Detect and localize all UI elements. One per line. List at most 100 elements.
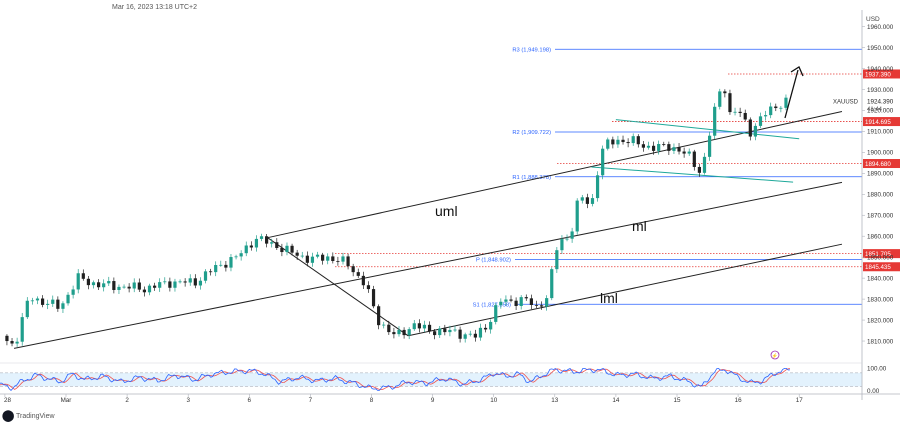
stoch-k-line bbox=[0, 367, 791, 391]
stochastic-panel: 100.00 0.00 ⚡ bbox=[0, 350, 887, 395]
pivot-label-p: P (1,848.902) bbox=[476, 258, 511, 264]
candle-body bbox=[290, 245, 294, 253]
y-tick-label: 1860.000 bbox=[867, 234, 894, 241]
candle-body bbox=[499, 301, 503, 306]
tradingview-logo: ⬤ TradingView bbox=[2, 410, 55, 422]
candle-body bbox=[702, 156, 707, 173]
candle-body bbox=[677, 147, 681, 152]
x-tick-label: 8 bbox=[370, 397, 374, 404]
candle-body bbox=[392, 332, 396, 335]
candle-body bbox=[422, 324, 427, 329]
candle-body bbox=[473, 333, 477, 338]
candle-body bbox=[733, 111, 737, 113]
axes: USD 1810.000 1820.000 1830.000 1840.000 1850.… bbox=[0, 10, 900, 404]
candle-body bbox=[468, 333, 472, 335]
candle-body bbox=[30, 300, 34, 302]
candle-body bbox=[366, 285, 371, 290]
candle-body bbox=[361, 275, 365, 286]
x-tick-label: 10 bbox=[490, 397, 498, 404]
candle-body bbox=[147, 285, 152, 293]
candle-body bbox=[265, 236, 269, 244]
candle-body bbox=[86, 278, 91, 286]
flag-line-upper-flag bbox=[615, 119, 800, 140]
candle-body bbox=[763, 115, 768, 117]
candle-body bbox=[107, 281, 111, 284]
flag-line-lower-flag bbox=[591, 166, 794, 183]
candle-body bbox=[621, 139, 625, 143]
candle-body bbox=[738, 111, 742, 113]
candle-body bbox=[636, 136, 640, 145]
x-tick-label: 3 bbox=[186, 397, 190, 404]
candle-body bbox=[509, 299, 513, 301]
candle-body bbox=[443, 328, 447, 333]
candle-body bbox=[514, 300, 518, 306]
candle-body bbox=[158, 282, 162, 288]
y-tick-label: 1910.000 bbox=[867, 129, 894, 136]
candle-body bbox=[270, 242, 274, 244]
candle-body bbox=[407, 329, 411, 336]
candle-body bbox=[494, 305, 498, 322]
candle-body bbox=[224, 264, 228, 268]
projection-arrow-head bbox=[790, 66, 804, 77]
candle-body bbox=[784, 97, 788, 108]
candle-body bbox=[51, 299, 55, 304]
pivot-label-r3: R3 (1,949.198) bbox=[512, 47, 551, 53]
candle-body bbox=[300, 255, 304, 257]
candle-body bbox=[748, 119, 752, 137]
x-tick-label: 9 bbox=[431, 397, 435, 404]
candle-body bbox=[137, 282, 141, 290]
candle-body bbox=[183, 281, 187, 283]
candle-body bbox=[529, 298, 533, 305]
candle-body bbox=[427, 324, 432, 332]
trend-line-lml bbox=[408, 243, 843, 337]
candle-body bbox=[61, 303, 65, 309]
y-tick-label: 1830.000 bbox=[867, 296, 894, 303]
trend-label-lml: lml bbox=[600, 290, 618, 306]
candle-body bbox=[463, 334, 467, 339]
candle-body bbox=[478, 327, 483, 338]
candle-body bbox=[723, 91, 727, 94]
candle-body bbox=[280, 247, 284, 253]
candle-body bbox=[336, 260, 340, 262]
candle-body bbox=[259, 236, 264, 239]
x-tick-label: 7 bbox=[309, 397, 313, 404]
alert-bolt-icon: ⚡ bbox=[772, 352, 778, 359]
candle-body bbox=[310, 256, 315, 263]
candle-body bbox=[728, 93, 732, 113]
candle-body bbox=[249, 245, 253, 248]
candle-body bbox=[214, 265, 218, 273]
resistance-badge-label: 1894.680 bbox=[865, 161, 891, 168]
candle-body bbox=[178, 281, 182, 283]
candle-body bbox=[387, 324, 391, 333]
current-price-label: 1924.390 bbox=[867, 99, 894, 106]
candle-body bbox=[489, 321, 493, 330]
trend-label-uml: uml bbox=[435, 203, 458, 219]
candle-body bbox=[81, 273, 85, 279]
candle-body bbox=[76, 273, 80, 290]
candle-body bbox=[209, 271, 213, 273]
candle-body bbox=[295, 252, 299, 256]
candle-body bbox=[219, 264, 223, 266]
candle-body bbox=[626, 142, 630, 144]
candle-body bbox=[565, 238, 569, 240]
candle-body bbox=[585, 197, 589, 204]
candle-body bbox=[254, 238, 259, 248]
candle-body bbox=[682, 151, 686, 154]
candle-body bbox=[285, 245, 289, 253]
candle-body bbox=[96, 282, 101, 288]
candle-body bbox=[438, 328, 442, 336]
candle-body bbox=[524, 297, 528, 299]
candle-body bbox=[657, 144, 661, 151]
candle-body bbox=[718, 91, 722, 107]
candle-body bbox=[117, 286, 121, 290]
candle-body bbox=[102, 283, 106, 288]
x-tick-label: 28 bbox=[4, 397, 12, 404]
candle-body bbox=[5, 335, 9, 342]
bar-countdown: 41:44 bbox=[867, 107, 883, 113]
x-tick-label: Mar bbox=[61, 397, 72, 404]
y-tick-label: 1810.000 bbox=[867, 338, 894, 345]
trend-line-ml bbox=[13, 181, 843, 349]
candle-body bbox=[46, 303, 50, 305]
candle-body bbox=[433, 331, 437, 336]
